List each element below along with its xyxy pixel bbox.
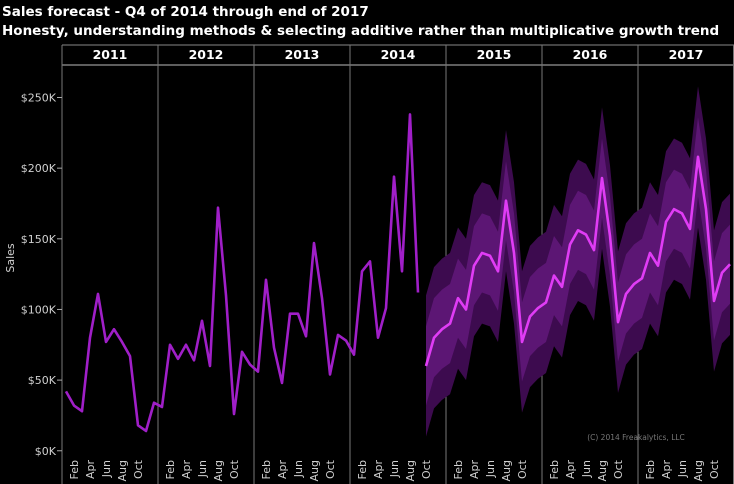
x-tick-label: Apr: [660, 460, 673, 480]
y-tick-label: $200K: [21, 162, 57, 175]
x-tick-label: Feb: [548, 460, 561, 479]
panel-label: 2014: [381, 47, 416, 62]
y-tick-label: $50K: [28, 374, 57, 387]
panel-label: 2011: [93, 47, 128, 62]
x-tick-label: Jun: [484, 460, 497, 478]
x-tick-label: Oct: [324, 459, 337, 479]
panel-label: 2015: [477, 47, 512, 62]
panel-label: 2017: [669, 47, 704, 62]
x-tick-label: Apr: [180, 460, 193, 480]
chart-subtitle: Honesty, understanding methods & selecti…: [2, 23, 719, 39]
x-tick-label: Jun: [580, 460, 593, 478]
x-tick-label: Aug: [116, 460, 129, 481]
forecast-band: [426, 117, 730, 406]
x-tick-label: Aug: [212, 460, 225, 481]
x-tick-label: Oct: [708, 459, 721, 479]
y-tick-label: $250K: [21, 92, 57, 105]
x-tick-label: Feb: [644, 460, 657, 479]
x-tick-label: Jun: [388, 460, 401, 478]
x-tick-label: Apr: [564, 460, 577, 480]
x-tick-label: Apr: [372, 460, 385, 480]
watermark: (C) 2014 Freakalytics, LLC: [587, 433, 685, 442]
panel-label: 2016: [573, 47, 608, 62]
panel-label: 2012: [189, 47, 224, 62]
x-tick-label: Jun: [196, 460, 209, 478]
x-tick-label: Feb: [260, 460, 273, 479]
x-tick-label: Aug: [692, 460, 705, 481]
series-line: [424, 155, 731, 367]
x-tick-label: Jun: [100, 460, 113, 478]
x-tick-label: Feb: [452, 460, 465, 479]
y-tick-label: $0K: [35, 445, 57, 458]
x-tick-label: Oct: [228, 459, 241, 479]
y-axis-label: Sales: [4, 243, 17, 273]
x-tick-label: Aug: [308, 460, 321, 481]
x-tick-label: Oct: [612, 459, 625, 479]
x-tick-label: Jun: [676, 460, 689, 478]
x-tick-label: Oct: [132, 459, 145, 479]
y-tick-label: $100K: [21, 303, 57, 316]
x-tick-label: Aug: [500, 460, 513, 481]
series-line: [64, 113, 420, 433]
x-tick-label: Feb: [356, 460, 369, 479]
x-tick-label: Apr: [276, 460, 289, 480]
x-tick-label: Aug: [596, 460, 609, 481]
x-tick-label: Feb: [164, 460, 177, 479]
x-tick-label: Oct: [516, 459, 529, 479]
y-tick-label: $150K: [21, 233, 57, 246]
x-tick-label: Aug: [404, 460, 417, 481]
x-tick-label: Oct: [420, 459, 433, 479]
panel-label: 2013: [285, 47, 320, 62]
x-tick-label: Jun: [292, 460, 305, 478]
x-tick-label: Apr: [84, 460, 97, 480]
chart-title: Sales forecast - Q4 of 2014 through end …: [2, 4, 369, 20]
x-tick-label: Apr: [468, 460, 481, 480]
x-tick-label: Feb: [68, 460, 81, 479]
